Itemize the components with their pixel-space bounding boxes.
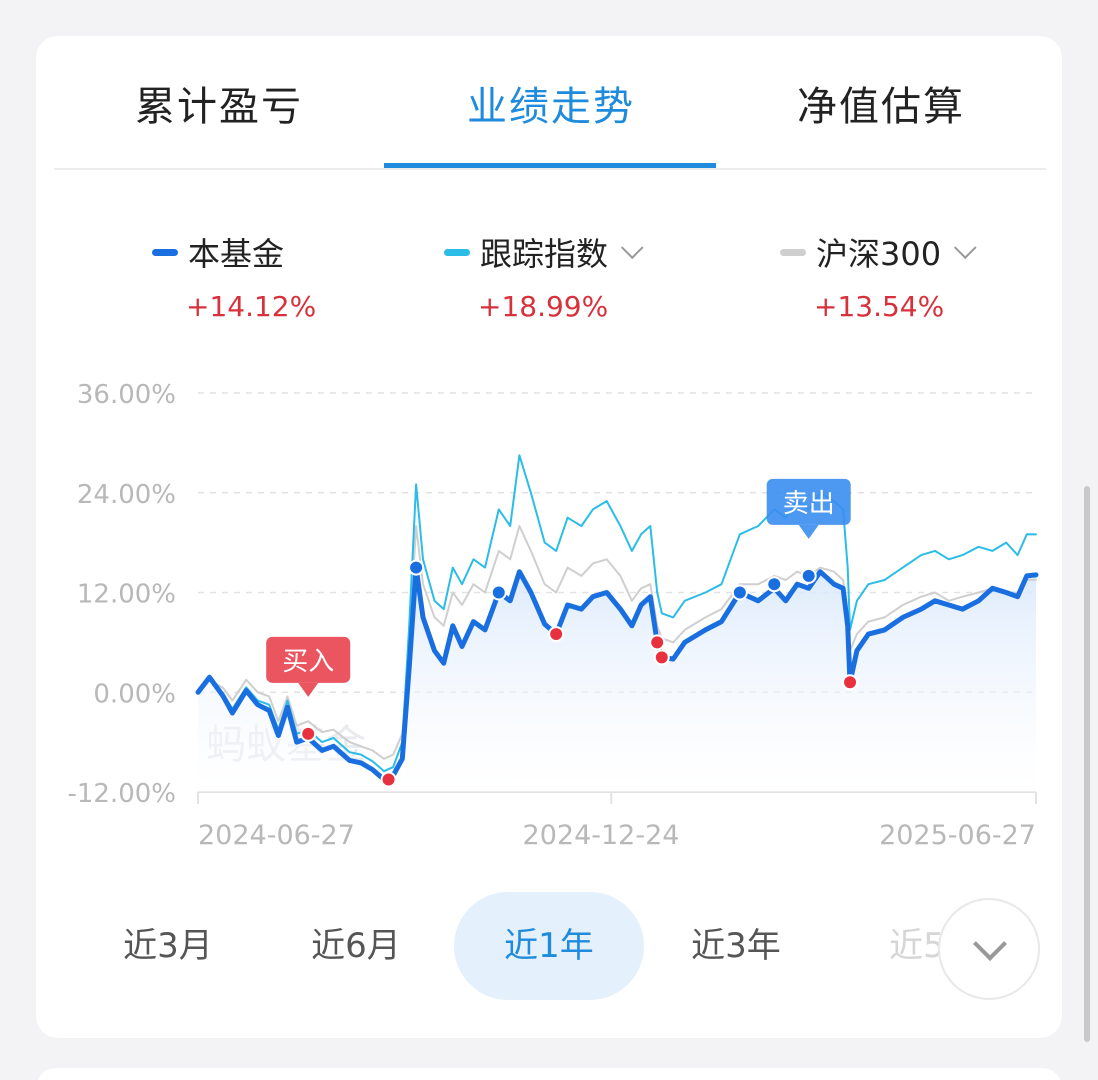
tab-cumulative-pnl[interactable]: 累计盈亏 — [135, 84, 303, 130]
legend-item-tracking-index[interactable]: 跟踪指数 +18.99% — [444, 232, 644, 323]
tab-bar: 累计盈亏 业绩走势 净值估算 — [54, 36, 1046, 170]
sell-marker — [766, 576, 783, 593]
range-3m[interactable]: 近3月 — [123, 926, 213, 966]
series-line-fund — [195, 565, 1039, 782]
legend-swatch-fund — [152, 248, 178, 256]
active-tab-indicator — [384, 163, 716, 168]
annotation-bubble — [766, 478, 851, 525]
legend-value: +14.12% — [186, 290, 317, 323]
y-tick-label: -12.00% — [67, 779, 176, 809]
x-tick-label: 2025-06-27 — [879, 820, 1036, 851]
sell-marker — [490, 584, 507, 601]
legend-swatch-csi300 — [780, 248, 806, 256]
buy-marker — [380, 771, 397, 788]
buy-marker — [300, 725, 317, 742]
next-card — [36, 1068, 1062, 1080]
buy-marker — [653, 649, 670, 666]
fund-area — [198, 567, 1036, 792]
chevron-down-icon — [973, 927, 1007, 961]
buy-marker — [842, 674, 859, 691]
annotation-pointer — [298, 682, 319, 697]
series-line-csi300 — [197, 525, 1037, 760]
range-selector: 近3月 近6月 近1年 近3年 近5年 — [36, 892, 1062, 1002]
range-3y[interactable]: 近3年 — [691, 926, 781, 966]
buy-marker — [548, 626, 565, 643]
y-tick-label: 36.00% — [77, 380, 176, 410]
y-tick-label: 0.00% — [93, 679, 176, 709]
legend-swatch-index — [444, 248, 470, 256]
legend-value: +18.99% — [478, 290, 609, 323]
annotation-label: 买入 — [282, 647, 334, 677]
scrollbar[interactable] — [1084, 486, 1090, 1042]
series-line-tracking-index — [197, 454, 1037, 773]
legend-item-csi300[interactable]: 沪深300 +13.54% — [780, 232, 977, 323]
annotation-label: 卖出 — [783, 489, 835, 519]
range-6m[interactable]: 近6月 — [311, 926, 401, 966]
legend-label: 本基金 — [188, 235, 285, 273]
sell-marker — [731, 584, 748, 601]
legend-item-fund[interactable]: 本基金 +14.12% — [152, 232, 317, 323]
y-tick-label: 12.00% — [77, 580, 176, 610]
legend-label: 跟踪指数 — [480, 235, 609, 273]
annotation-pointer — [798, 524, 819, 539]
more-ranges-button[interactable] — [938, 898, 1040, 1000]
sell-marker — [408, 559, 425, 576]
tab-performance-trend[interactable]: 业绩走势 — [467, 84, 635, 130]
performance-chart[interactable]: 36.00% 24.00% 12.00% 0.00% -12.00% 2024-06-27… — [36, 36, 1062, 896]
sell-marker — [800, 567, 817, 584]
range-1y[interactable]: 近1年 — [454, 892, 644, 1000]
x-tick-label: 2024-12-24 — [523, 820, 680, 851]
annotation-bubble — [266, 636, 351, 683]
legend-label: 沪深300 — [816, 235, 942, 273]
buy-marker — [649, 634, 666, 651]
performance-card: 累计盈亏 业绩走势 净值估算 本基金 +14.12% 跟踪指数 +18.99% … — [36, 36, 1062, 1038]
tab-nav-estimate[interactable]: 净值估算 — [797, 84, 965, 130]
x-tick-label: 2024-06-27 — [198, 820, 355, 851]
legend-value: +13.54% — [814, 290, 945, 323]
y-tick-label: 24.00% — [77, 480, 176, 510]
